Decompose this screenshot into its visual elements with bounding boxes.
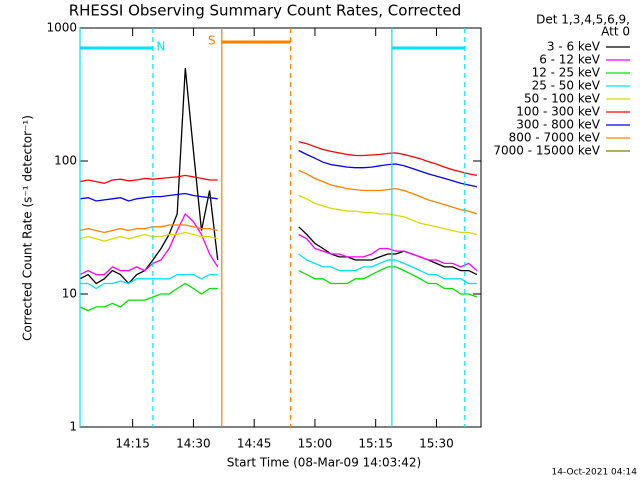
chart-title: RHESSI Observing Summary Count Rates, Co… (69, 2, 462, 20)
y-axis-label: Corrected Count Rate (s⁻¹ detector⁻¹) (21, 115, 35, 341)
series-line (80, 194, 478, 242)
y-tick-label: 1 (69, 420, 77, 434)
x-tick-label: 15:00 (298, 437, 333, 451)
y-tick-label: 10 (62, 287, 77, 301)
x-tick-label: 14:30 (176, 437, 211, 451)
y-tick-label: 1000 (46, 21, 77, 35)
plot-area (80, 67, 478, 312)
series-line (80, 67, 478, 285)
series-line (80, 253, 477, 290)
series-line (80, 149, 478, 202)
x-tick-label: 14:45 (237, 437, 272, 451)
x-tick-label: 15:15 (358, 437, 393, 451)
legend-label: 800 - 7000 keV (509, 131, 601, 145)
x-tick-label: 14:15 (115, 437, 150, 451)
interval-label: N (156, 40, 165, 54)
legend-label: 12 - 25 keV (532, 66, 601, 80)
legend-label: 25 - 50 keV (532, 79, 601, 93)
legend-label: 6 - 12 keV (539, 53, 601, 67)
footer: 14-Oct-2021 04:14 (552, 468, 638, 478)
legend-label: 100 - 300 keV (516, 105, 600, 119)
legend-label: 7000 - 15000 keV (493, 144, 600, 158)
legend-label: 300 - 800 keV (516, 118, 600, 132)
legend-label: 3 - 6 keV (547, 40, 601, 54)
legend-label: 50 - 100 keV (524, 92, 601, 106)
legend-header: Att 0 (601, 25, 630, 39)
series-line (80, 266, 478, 312)
series-line (80, 140, 478, 184)
y-tick-label: 100 (54, 154, 77, 168)
x-axis-label: Start Time (08-Mar-09 14:03:42) (227, 456, 421, 470)
legend-header: Det 1,3,4,5,6,9, (536, 13, 630, 27)
x-tick-label: 15:30 (419, 437, 454, 451)
series-line (80, 169, 478, 234)
interval-label: S (208, 34, 216, 48)
series-line (80, 212, 478, 276)
